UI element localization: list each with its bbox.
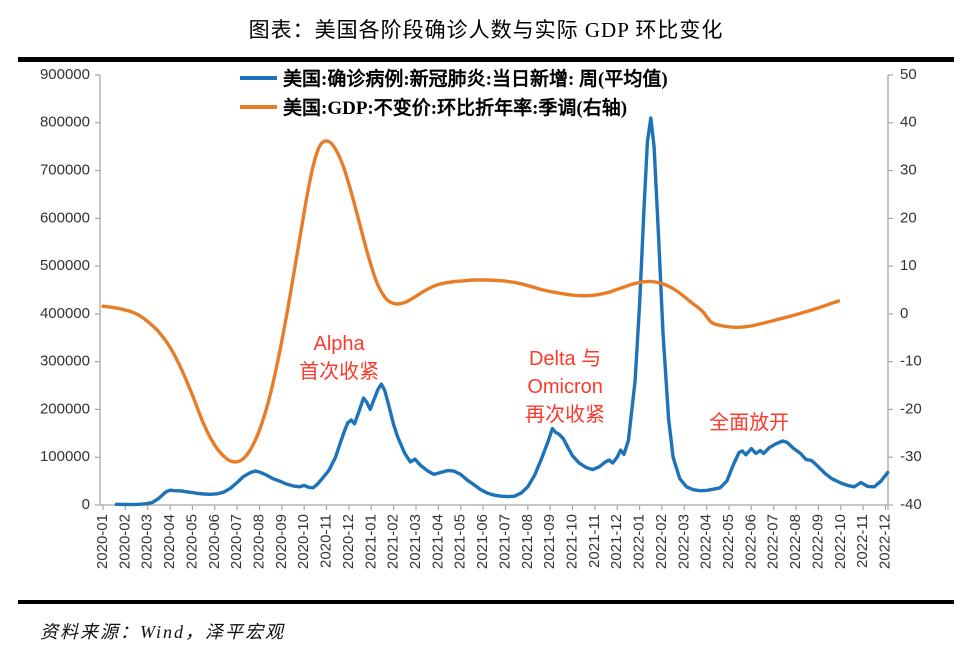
axes bbox=[99, 75, 889, 506]
svg-text:900000: 900000 bbox=[40, 66, 90, 83]
annotation: Alpha 首次收紧 bbox=[299, 333, 379, 383]
svg-text:首次收紧: 首次收紧 bbox=[299, 360, 379, 383]
svg-text:2021-07: 2021-07 bbox=[496, 514, 513, 569]
svg-text:2022-03: 2022-03 bbox=[675, 514, 692, 569]
svg-text:再次收紧: 再次收紧 bbox=[525, 403, 605, 426]
annotation: Delta 与 Omicron 再次收紧 bbox=[525, 347, 605, 426]
svg-text:2022-11: 2022-11 bbox=[854, 514, 871, 568]
svg-text:2021-02: 2021-02 bbox=[385, 514, 402, 569]
svg-text:0: 0 bbox=[82, 496, 90, 513]
svg-text:2022-05: 2022-05 bbox=[720, 514, 737, 569]
right-axis-labels: -40 -30 -20 -10 0 10 20 30 40 50 bbox=[888, 66, 922, 513]
gdp-line bbox=[101, 139, 841, 464]
svg-text:2021-10: 2021-10 bbox=[564, 514, 581, 569]
legend-label: 美国:确诊病例:新冠肺炎:当日新增: 周(平均值) bbox=[283, 67, 668, 90]
svg-text:2020-12: 2020-12 bbox=[340, 514, 357, 569]
svg-text:2020-05: 2020-05 bbox=[183, 514, 200, 569]
svg-text:0: 0 bbox=[900, 305, 908, 322]
svg-text:30: 30 bbox=[900, 162, 917, 179]
svg-text:2020-04: 2020-04 bbox=[161, 514, 178, 569]
svg-text:2021-05: 2021-05 bbox=[452, 514, 469, 569]
svg-text:2022-07: 2022-07 bbox=[765, 514, 782, 569]
svg-text:2021-08: 2021-08 bbox=[519, 514, 536, 569]
top-divider bbox=[18, 57, 954, 62]
annotation: 全面放开 bbox=[709, 411, 789, 434]
bottom-divider bbox=[18, 600, 954, 604]
svg-text:2022-01: 2022-01 bbox=[631, 514, 648, 569]
svg-text:10: 10 bbox=[900, 257, 917, 274]
svg-text:700000: 700000 bbox=[40, 162, 90, 179]
svg-text:2022-09: 2022-09 bbox=[809, 514, 826, 569]
svg-text:-40: -40 bbox=[900, 496, 922, 513]
svg-text:全面放开: 全面放开 bbox=[709, 411, 789, 434]
svg-text:2020-11: 2020-11 bbox=[318, 514, 335, 568]
legend-label: 美国:GDP:不变价:环比折年率:季调(右轴) bbox=[283, 96, 627, 119]
svg-text:Delta 与: Delta 与 bbox=[529, 347, 601, 370]
svg-text:2021-04: 2021-04 bbox=[429, 514, 446, 569]
svg-text:50: 50 bbox=[900, 66, 917, 83]
svg-text:40: 40 bbox=[900, 114, 917, 131]
svg-text:2022-04: 2022-04 bbox=[698, 514, 715, 569]
svg-text:2021-11: 2021-11 bbox=[586, 514, 603, 568]
svg-text:2020-09: 2020-09 bbox=[273, 514, 290, 569]
svg-text:2022-02: 2022-02 bbox=[653, 514, 670, 569]
svg-text:100000: 100000 bbox=[40, 448, 90, 465]
svg-text:200000: 200000 bbox=[40, 400, 90, 417]
svg-text:-10: -10 bbox=[900, 353, 922, 370]
svg-text:300000: 300000 bbox=[40, 353, 90, 370]
x-axis-labels: 2020-01 2020-02 2020-03 2020-04 2020-05 2020-… bbox=[94, 505, 894, 569]
svg-text:-20: -20 bbox=[900, 400, 922, 417]
svg-text:Omicron: Omicron bbox=[527, 376, 603, 398]
confirmed-cases-line bbox=[114, 116, 890, 507]
svg-text:2021-06: 2021-06 bbox=[474, 514, 491, 569]
svg-text:2020-03: 2020-03 bbox=[139, 514, 156, 569]
svg-text:2020-10: 2020-10 bbox=[295, 514, 312, 569]
svg-text:20: 20 bbox=[900, 209, 917, 226]
svg-text:2022-12: 2022-12 bbox=[877, 514, 894, 569]
svg-text:400000: 400000 bbox=[40, 305, 90, 322]
svg-text:600000: 600000 bbox=[40, 209, 90, 226]
svg-text:800000: 800000 bbox=[40, 114, 90, 131]
svg-text:2020-02: 2020-02 bbox=[116, 514, 133, 569]
chart-canvas: 0 100000 200000 300000 400000 500000 600000 700… bbox=[40, 66, 922, 569]
svg-text:500000: 500000 bbox=[40, 257, 90, 274]
svg-text:2020-06: 2020-06 bbox=[206, 514, 223, 569]
legend: 美国:确诊病例:新冠肺炎:当日新增: 周(平均值) 美国:GDP:不变价:环比折年… bbox=[240, 67, 668, 119]
svg-text:-30: -30 bbox=[900, 448, 922, 465]
source-note: 资料来源：Wind，泽平宏观 bbox=[40, 622, 286, 642]
svg-text:2021-03: 2021-03 bbox=[407, 514, 424, 569]
chart-title: 图表：美国各阶段确诊人数与实际 GDP 环比变化 bbox=[248, 18, 724, 42]
svg-text:2021-01: 2021-01 bbox=[362, 514, 379, 569]
left-axis-labels: 0 100000 200000 300000 400000 500000 600000 700… bbox=[40, 66, 100, 513]
svg-text:2020-07: 2020-07 bbox=[228, 514, 245, 569]
svg-text:2020-01: 2020-01 bbox=[94, 514, 111, 569]
svg-text:2020-08: 2020-08 bbox=[251, 514, 268, 569]
svg-text:2022-10: 2022-10 bbox=[832, 514, 849, 569]
svg-text:2022-06: 2022-06 bbox=[742, 514, 759, 569]
svg-text:2022-08: 2022-08 bbox=[787, 514, 804, 569]
svg-text:Alpha: Alpha bbox=[314, 333, 366, 355]
svg-text:2021-09: 2021-09 bbox=[541, 514, 558, 569]
svg-text:2021-12: 2021-12 bbox=[608, 514, 625, 569]
